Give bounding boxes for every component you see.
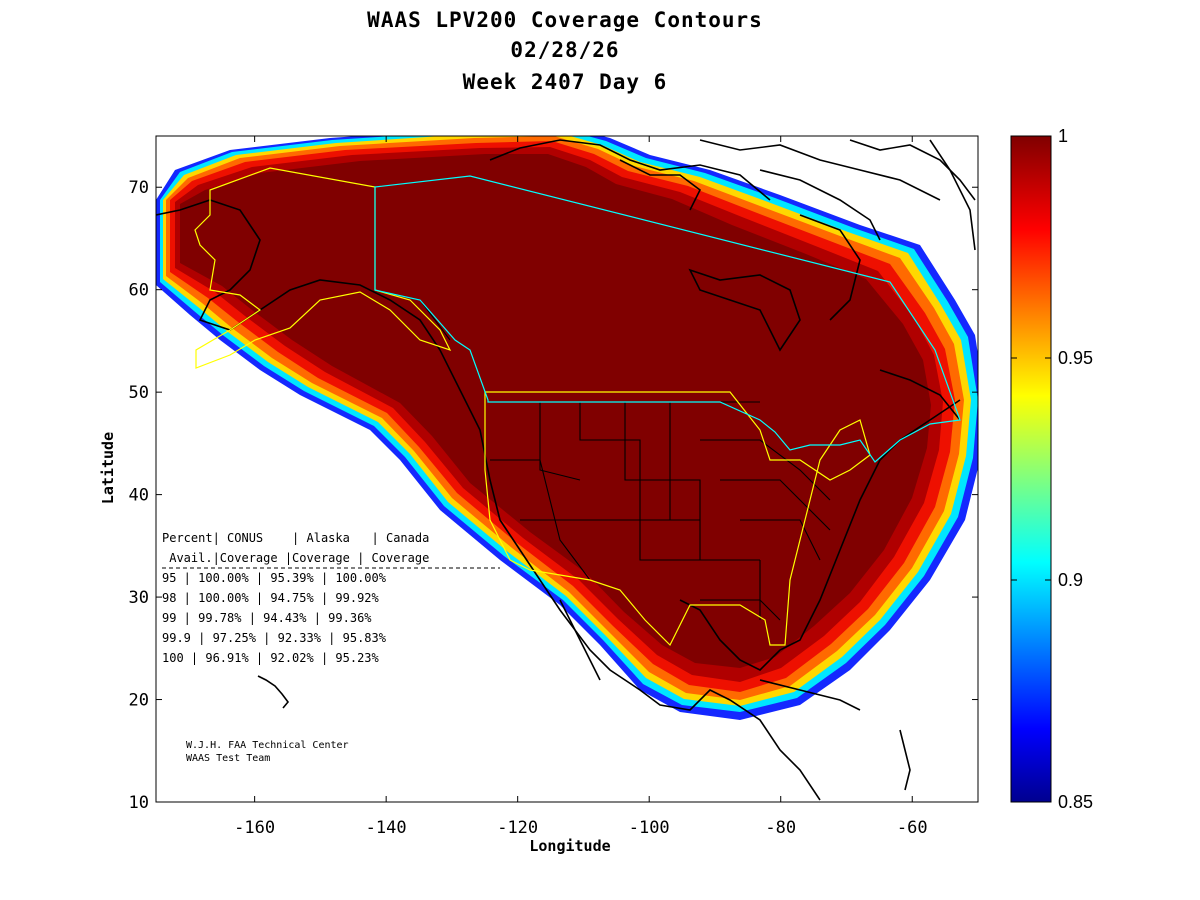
coastlines: [156, 139, 976, 801]
y-axis-label: Latitude: [99, 432, 117, 504]
coverage-region-full: [180, 154, 931, 668]
service-area-outlines: [194, 167, 961, 647]
chart-week-day: Week 2407 Day 6: [462, 70, 668, 94]
canada-service-area: [374, 175, 961, 463]
table-header-row2: Avail.|Coverage |Coverage | Coverage: [162, 551, 429, 565]
table-row: 100 | 96.91% | 92.02% | 95.23%: [162, 651, 380, 665]
y-axis: 10 20 30 40 50 60 70: [129, 178, 978, 813]
y-tick-label: 50: [129, 383, 149, 403]
x-tick-label: -160: [234, 818, 275, 838]
conus-service-area: [484, 391, 871, 647]
x-tick-label: -100: [629, 818, 670, 838]
credit-line-2: WAAS Test Team: [186, 753, 270, 764]
y-tick-label: 40: [129, 486, 149, 506]
credit-line-1: W.J.H. FAA Technical Center: [186, 740, 349, 751]
x-tick-label: -120: [497, 818, 538, 838]
x-axis: -160 -140 -120 -100 -80 -60: [234, 136, 928, 838]
colorbar: 1 0.95 0.9 0.85: [1010, 126, 1093, 812]
x-tick-label: -140: [366, 818, 407, 838]
table-row: 98 | 100.00% | 94.75% | 99.92%: [162, 591, 380, 605]
plot-frame: [155, 135, 979, 803]
y-tick-label: 60: [129, 281, 149, 301]
y-tick-label: 10: [129, 793, 149, 813]
map-area: [156, 136, 978, 802]
table-row: 99.9 | 97.25% | 92.33% | 95.83%: [162, 631, 387, 645]
x-tick-label: -80: [765, 818, 796, 838]
x-tick-label: -60: [897, 818, 928, 838]
colorbar-tick-label: 0.95: [1058, 348, 1093, 368]
colorbar-gradient: [1010, 135, 1052, 803]
alaska-service-area: [194, 167, 452, 369]
y-tick-label: 30: [129, 588, 149, 608]
colorbar-tick-label: 1: [1058, 126, 1068, 146]
table-row: 99 | 99.78% | 94.43% | 99.36%: [162, 611, 372, 625]
coverage-table: Percent| CONUS | Alaska | Canada Avail.|…: [162, 531, 500, 665]
table-row: 95 | 100.00% | 95.39% | 100.00%: [162, 571, 387, 585]
y-tick-label: 20: [129, 691, 149, 711]
y-tick-label: 70: [129, 178, 149, 198]
colorbar-tick-label: 0.9: [1058, 570, 1083, 590]
table-header-row1: Percent| CONUS | Alaska | Canada: [162, 531, 429, 545]
x-axis-label: Longitude: [529, 837, 610, 855]
colorbar-tick-label: 0.85: [1058, 792, 1093, 812]
chart-title: WAAS LPV200 Coverage Contours: [367, 8, 763, 32]
chart-date: 02/28/26: [510, 38, 620, 62]
